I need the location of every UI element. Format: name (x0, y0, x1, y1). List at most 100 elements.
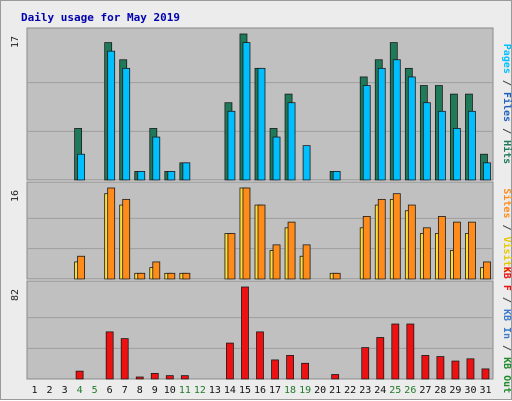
bar-files-day-30 (468, 110, 476, 181)
bar-files-day-7 (122, 67, 131, 181)
x-tick-label: 6 (107, 385, 113, 396)
bar-sites-day-27 (422, 227, 431, 280)
bar-sites-day-25 (392, 193, 401, 280)
bar-sites-day-23 (362, 216, 371, 280)
x-tick-label: 20 (314, 385, 326, 396)
bar-files-day-11 (182, 162, 191, 181)
x-tick-label: 4 (77, 385, 83, 396)
x-tick-label: 30 (464, 385, 476, 396)
bar-sites-day-26 (407, 204, 416, 280)
bar-kb-f-day-31 (481, 368, 490, 380)
x-tick-label: 10 (164, 385, 176, 396)
x-tick-label: 28 (434, 385, 446, 396)
bar-sites-day-17 (272, 244, 281, 280)
x-tick-label: 23 (359, 385, 371, 396)
bar-sites-day-21 (332, 272, 341, 280)
y-max-label: 16 (10, 190, 21, 202)
bar-sites-day-30 (468, 221, 476, 280)
x-tick-label: 27 (419, 385, 431, 396)
bar-sites-day-19 (302, 244, 311, 280)
bar-kb-f-day-25 (391, 323, 400, 380)
x-tick-label: 3 (62, 385, 68, 396)
bar-kb-f-day-4 (75, 370, 84, 380)
bar-sites-day-7 (122, 198, 131, 280)
bar-kb-f-day-16 (256, 331, 264, 380)
bar-kb-f-day-28 (436, 356, 445, 380)
x-tick-label: 25 (389, 385, 401, 396)
bar-sites-day-11 (182, 272, 191, 280)
bar-files-day-9 (152, 136, 161, 181)
bar-files-day-26 (407, 76, 416, 181)
side-legend-label: Sites (501, 188, 512, 218)
side-legend: Sites / Visits (501, 188, 512, 272)
bar-sites-day-31 (483, 261, 491, 280)
bar-files-day-4 (77, 153, 86, 181)
bar-kb-f-day-29 (451, 360, 460, 380)
x-tick-label: 17 (269, 385, 281, 396)
bar-files-day-16 (257, 67, 266, 181)
chart-title: Daily usage for May 2019 (21, 11, 180, 24)
bar-kb-f-day-24 (376, 337, 385, 380)
bar-sites-day-10 (167, 272, 176, 280)
bar-files-day-18 (287, 102, 296, 181)
side-legend-separator: / (501, 122, 512, 140)
x-tick-label: 15 (239, 385, 251, 396)
bar-files-day-28 (437, 110, 446, 181)
y-max-label: 82 (10, 289, 21, 301)
bar-sites-day-14 (227, 233, 236, 280)
bar-kb-f-day-27 (421, 355, 430, 380)
bar-kb-f-day-21 (331, 374, 340, 380)
bar-sites-day-6 (107, 187, 116, 280)
x-tick-label: 21 (329, 385, 341, 396)
x-tick-label: 1 (32, 385, 38, 396)
bar-kb-f-day-11 (180, 375, 189, 380)
bar-kb-f-day-10 (165, 375, 174, 380)
x-tick-label: 18 (284, 385, 296, 396)
side-legend-label: KB F (501, 267, 512, 291)
bar-sites-day-24 (377, 198, 386, 280)
x-tick-label: 13 (209, 385, 221, 396)
bar-sites-day-15 (242, 187, 251, 280)
side-legend: KB F / KB In / KB Out (501, 267, 512, 393)
bar-files-day-19 (302, 145, 311, 181)
side-legend-label: Visits (501, 237, 512, 273)
bar-sites-day-4 (77, 255, 86, 280)
x-tick-label: 5 (92, 385, 98, 396)
bar-sites-day-29 (453, 221, 461, 280)
x-tick-label: 9 (152, 385, 158, 396)
x-tick-label: 14 (224, 385, 236, 396)
bar-kb-f-day-7 (120, 338, 129, 380)
bar-files-day-15 (242, 42, 251, 181)
bar-files-day-25 (392, 59, 401, 181)
bar-sites-day-9 (152, 261, 161, 280)
bar-files-day-10 (167, 171, 176, 181)
bar-files-day-8 (137, 171, 146, 181)
bar-files-day-27 (422, 102, 431, 181)
bar-kb-f-day-26 (406, 323, 415, 380)
bar-kb-f-day-14 (226, 342, 234, 380)
bar-kb-f-day-19 (301, 362, 309, 380)
x-tick-label: 16 (254, 385, 266, 396)
bar-files-day-24 (377, 67, 386, 181)
bar-files-day-17 (272, 136, 281, 181)
panel-hits_files_pages: 17 Pages / Files / Hits (10, 27, 512, 181)
x-tick-label: 8 (137, 385, 143, 396)
bar-kb-f-day-30 (466, 358, 475, 380)
x-axis-labels: 1 2 3 4 5 6 7 8 9 10 11 12 13 14 15 16 17 18 19 20 21 22 23 24 2… (32, 385, 492, 396)
bar-files-day-14 (227, 110, 236, 181)
bar-sites-day-28 (437, 216, 446, 280)
x-tick-label: 11 (179, 385, 191, 396)
bar-kb-f-day-8 (135, 376, 144, 380)
x-tick-label: 2 (47, 385, 53, 396)
side-legend-label: Hits (501, 140, 512, 164)
side-legend-separator: / (501, 74, 512, 92)
x-tick-label: 19 (299, 385, 311, 396)
side-legend-separator: / (501, 218, 512, 236)
side-legend-label: Files (501, 92, 512, 122)
bar-kb-f-day-18 (286, 355, 294, 380)
bar-sites-day-16 (257, 204, 266, 280)
